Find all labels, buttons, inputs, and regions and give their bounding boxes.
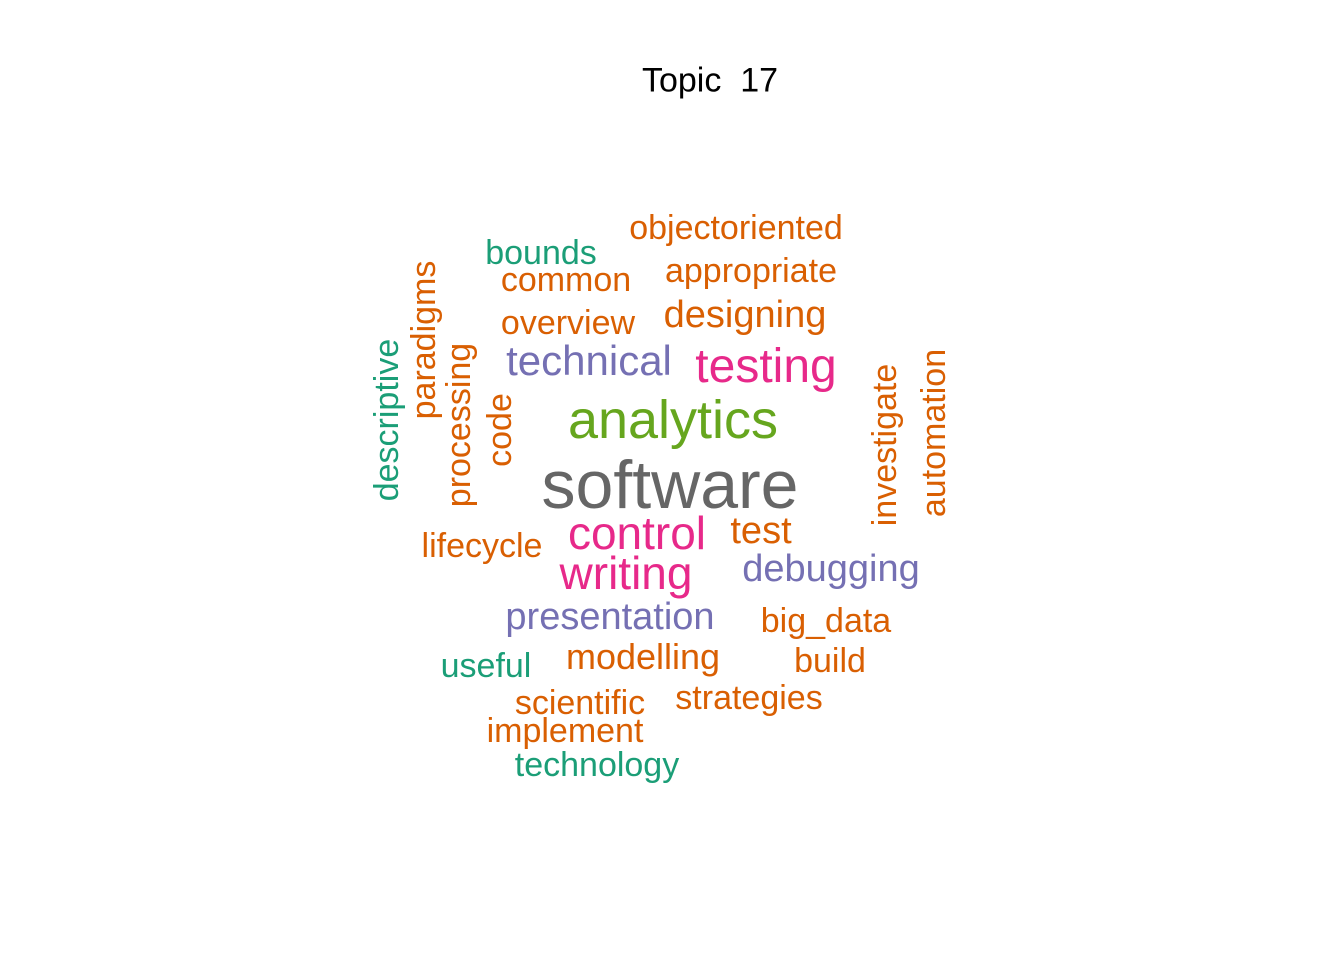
- word-debugging: debugging: [742, 548, 920, 590]
- word-technology: technology: [514, 746, 680, 784]
- word-build: build: [794, 642, 866, 680]
- word-descriptive: descriptive: [368, 338, 406, 502]
- word-automation: automation: [915, 348, 953, 518]
- word-lifecycle: lifecycle: [421, 527, 543, 565]
- word-testing: testing: [695, 340, 837, 393]
- word-big_data: big_data: [760, 602, 892, 640]
- word-bounds: bounds: [485, 234, 597, 272]
- word-common: common: [500, 261, 632, 299]
- word-technical: technical: [506, 337, 672, 384]
- word-overview: overview: [500, 304, 636, 342]
- word-implement: implement: [486, 712, 644, 750]
- word-software: software: [541, 447, 799, 523]
- word-processing: processing: [440, 342, 478, 508]
- word-code: code: [481, 393, 519, 467]
- page-title: Topic 17: [641, 61, 779, 100]
- word-designing: designing: [663, 294, 827, 336]
- word-scientific: scientific: [514, 684, 646, 722]
- word-appropriate: appropriate: [664, 252, 838, 290]
- word-control: control: [567, 507, 707, 559]
- word-objectoriented: objectoriented: [629, 209, 843, 247]
- word-test: test: [730, 510, 792, 552]
- word-analytics: analytics: [567, 390, 779, 450]
- word-investigate: investigate: [866, 363, 904, 527]
- word-writing: writing: [559, 547, 693, 599]
- word-modelling: modelling: [565, 636, 721, 677]
- word-strategies: strategies: [675, 679, 823, 717]
- word-presentation: presentation: [505, 596, 715, 638]
- word-paradigms: paradigms: [405, 260, 443, 420]
- word-useful: useful: [440, 647, 532, 685]
